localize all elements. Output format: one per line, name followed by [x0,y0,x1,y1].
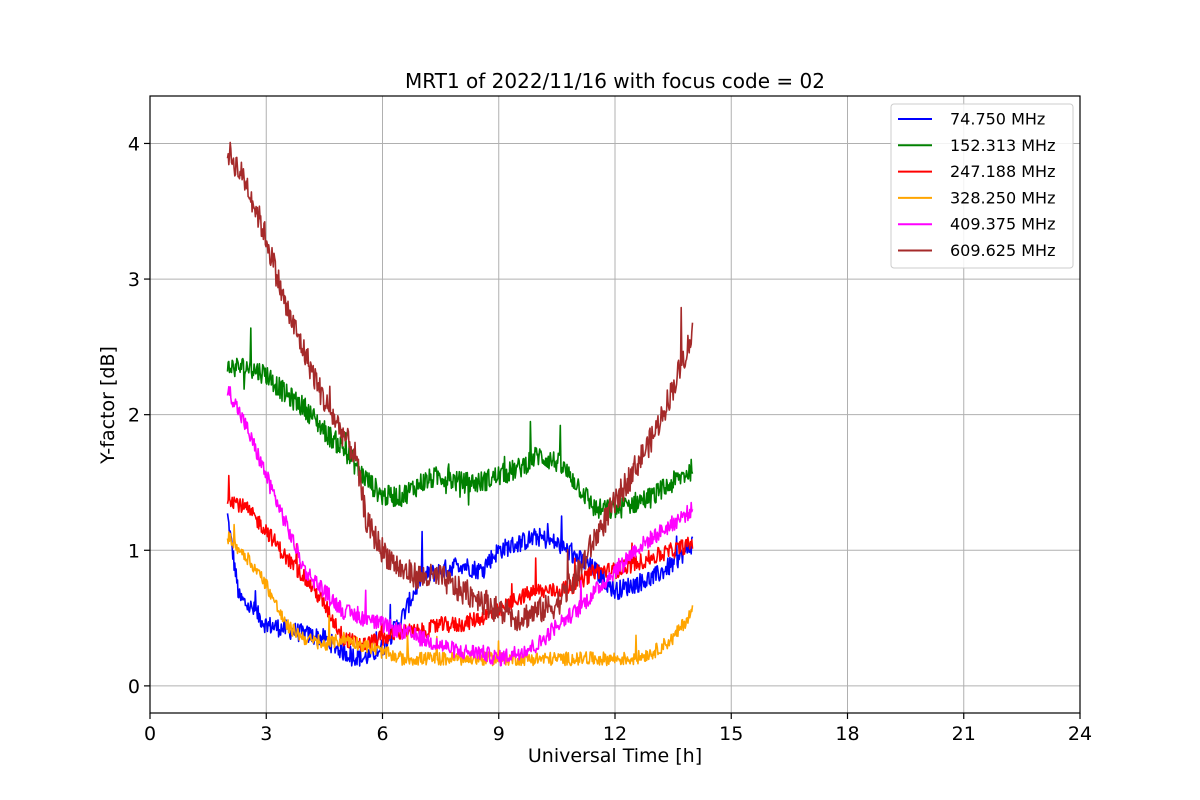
x-tick-label: 9 [493,723,505,745]
y-axis-label: Y-factor [dB] [97,346,119,465]
x-tick-label: 12 [603,723,627,745]
series-line-5 [226,141,694,632]
y-tick-label: 1 [128,540,140,562]
x-tick-label: 3 [260,723,272,745]
x-tick-label: 21 [952,723,976,745]
legend-entry: 152.313 MHz [950,136,1055,155]
x-tick-label: 15 [719,723,743,745]
legend-entry: 409.375 MHz [950,215,1055,234]
series-group [226,141,694,667]
y-tick-label: 2 [128,405,140,427]
series-line-0 [226,513,694,667]
legend-entry: 74.750 MHz [950,110,1045,129]
chart-title: MRT1 of 2022/11/16 with focus code = 02 [405,69,825,93]
y-tick-label: 0 [128,676,140,698]
legend-entry: 328.250 MHz [950,188,1055,207]
legend-entry: 247.188 MHz [950,162,1055,181]
series-line-4 [226,385,694,667]
x-tick-label: 0 [144,723,156,745]
y-tick-label: 4 [128,133,140,155]
series-line-3 [226,523,694,667]
legend: 74.750 MHz 152.313 MHz 247.188 MHz 328.250 … [890,103,1074,269]
x-axis-label: Universal Time [h] [528,745,702,767]
y-tick-label: 3 [128,269,140,291]
legend-box [890,103,1074,269]
x-tick-label: 24 [1068,723,1092,745]
x-tick-label: 18 [835,723,859,745]
legend-entry: 609.625 MHz [950,241,1055,260]
x-tick-label: 6 [376,723,388,745]
